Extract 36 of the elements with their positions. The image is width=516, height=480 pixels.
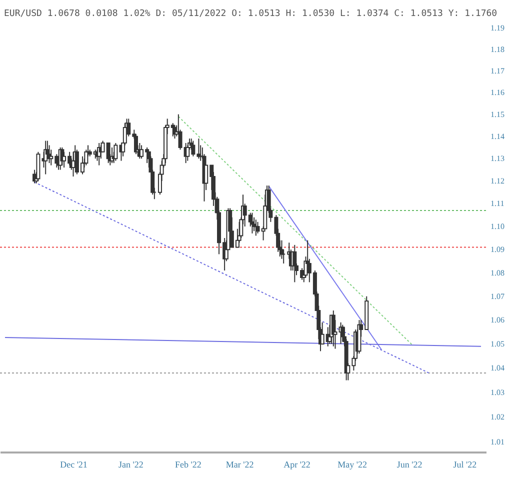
y-tick-label: 1.13 <box>490 154 504 164</box>
x-tick-label: Jul '22 <box>453 460 477 470</box>
candlestick <box>252 216 256 232</box>
candlestick <box>331 310 336 347</box>
y-tick-label: 1.03 <box>490 388 504 397</box>
candlestick <box>292 244 297 283</box>
y-tick-label: 1.18 <box>490 44 504 54</box>
y-tick-label: 1.17 <box>490 66 504 76</box>
y-tick-label: 1.07 <box>490 292 504 301</box>
y-tick-label: 1.01 <box>490 437 504 446</box>
y-tick-label: 1.14 <box>490 132 504 141</box>
x-tick-label: Jan '22 <box>118 460 144 470</box>
candlestick <box>114 142 118 162</box>
y-tick-label: 1.16 <box>490 88 504 97</box>
y-tick-label: 1.08 <box>490 268 504 278</box>
x-tick-label: Mar '22 <box>226 460 254 470</box>
y-tick-label: 1.05 <box>490 339 504 348</box>
y-tick-label: 1.02 <box>490 412 504 422</box>
x-tick-label: Feb '22 <box>174 460 202 470</box>
y-tick-label: 1.09 <box>490 245 504 254</box>
candlestick <box>146 151 151 168</box>
y-tick-label: 1.11 <box>490 199 504 208</box>
y-tick-label: 1.19 <box>490 24 504 32</box>
candlestick <box>340 324 345 342</box>
y-tick-label: 1.12 <box>490 176 504 186</box>
y-tick-label: 1.06 <box>490 316 504 325</box>
x-tick-label: Apr '22 <box>284 460 310 470</box>
y-tick-label: 1.15 <box>490 110 504 119</box>
chart-title: EUR/USD 1.0678 0.0108 1.02% D: 05/11/2022 O: 1.0513 H: 1.0530 L: 1.0374 C: 1.0513 Y: 1.1760 <box>4 9 498 19</box>
candlestick <box>254 219 258 236</box>
x-tick-label: Jun '22 <box>396 460 422 470</box>
x-tick-label: Dec '21 <box>60 460 88 470</box>
y-tick-label: 1.10 <box>490 222 504 232</box>
candlestick <box>134 134 138 155</box>
x-tick-label: May '22 <box>338 460 368 470</box>
y-tick-label: 1.04 <box>490 364 504 373</box>
